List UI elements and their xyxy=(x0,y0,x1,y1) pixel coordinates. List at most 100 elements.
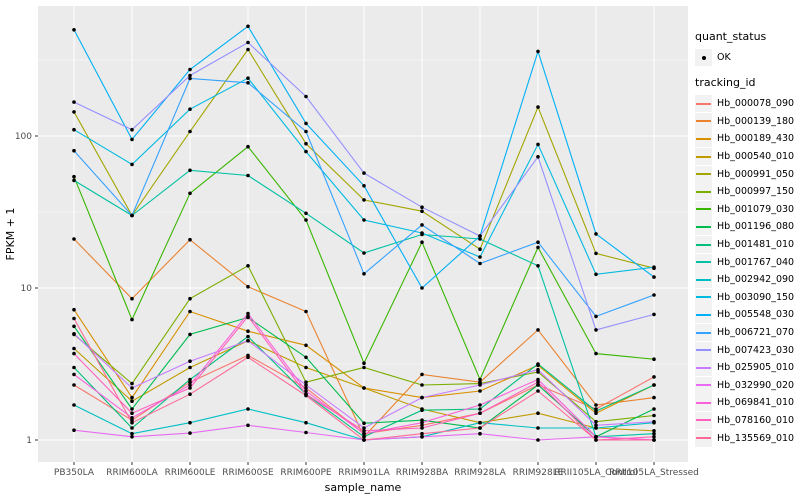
data-point xyxy=(478,255,482,259)
data-point xyxy=(652,407,656,411)
data-point xyxy=(362,429,366,433)
legend-line-swatch xyxy=(696,102,711,105)
data-point xyxy=(130,381,134,386)
data-point xyxy=(594,314,598,319)
x-tick-label-RRIM928BA: RRIM928BA xyxy=(396,468,449,478)
data-point xyxy=(188,386,192,390)
data-point xyxy=(246,40,250,45)
data-point xyxy=(536,383,540,387)
data-point xyxy=(72,372,76,377)
data-point xyxy=(536,49,540,54)
data-point xyxy=(652,395,656,400)
data-point xyxy=(478,377,482,382)
data-point xyxy=(72,174,76,179)
y-axis-title: FPKM + 1 xyxy=(4,208,17,261)
legend-item-label: Hb_001481_010 xyxy=(717,239,795,251)
data-point xyxy=(72,383,76,387)
data-point xyxy=(188,107,192,111)
data-point xyxy=(536,377,540,382)
legend-title-quant-status: quant_status xyxy=(695,30,767,43)
data-point xyxy=(188,296,192,301)
data-point xyxy=(362,438,366,442)
data-point xyxy=(536,426,540,430)
data-point xyxy=(652,275,656,279)
data-point xyxy=(362,272,366,276)
data-point xyxy=(594,423,598,428)
data-point xyxy=(536,240,540,244)
legend-item-label: Hb_000139_180 xyxy=(717,115,795,127)
legend-color-key xyxy=(695,112,712,130)
legend-color-key xyxy=(695,95,712,113)
data-point xyxy=(304,386,308,390)
data-point xyxy=(362,361,366,366)
data-point xyxy=(246,314,250,319)
x-tick-label-RRIM901LA: RRIM901LA xyxy=(338,468,390,478)
data-point xyxy=(246,173,250,178)
data-point xyxy=(304,383,308,387)
legend-line-swatch xyxy=(696,173,711,176)
data-point xyxy=(362,426,366,430)
legend-item-label: Hb_000189_430 xyxy=(717,133,795,145)
data-point xyxy=(188,383,192,387)
data-point xyxy=(246,329,250,334)
data-point xyxy=(130,395,134,400)
data-point xyxy=(420,431,424,436)
legend-item-label: Hb_078160_010 xyxy=(717,414,795,426)
legend-item-Hb_003090_150: Hb_003090_150 xyxy=(695,288,794,307)
data-point xyxy=(362,251,366,255)
legend-color-key xyxy=(695,236,712,254)
data-point xyxy=(130,213,134,218)
data-point xyxy=(652,293,656,297)
data-point xyxy=(72,148,76,153)
data-point xyxy=(536,411,540,416)
data-point xyxy=(362,198,366,202)
data-point xyxy=(478,237,482,241)
legend-item-Hb_025905_010: Hb_025905_010 xyxy=(695,359,794,377)
data-point xyxy=(304,343,308,348)
legend-item-Hb_000189_430: Hb_000189_430 xyxy=(695,130,794,148)
data-point xyxy=(536,155,540,159)
legend-item-Hb_135569_010: Hb_135569_010 xyxy=(695,429,794,447)
legend-item-Hb_007423_030: Hb_007423_030 xyxy=(695,341,794,359)
data-point xyxy=(72,110,76,114)
data-point xyxy=(362,218,366,222)
data-point xyxy=(304,94,308,99)
data-point xyxy=(652,429,656,433)
data-point xyxy=(536,264,540,268)
data-point xyxy=(594,232,598,236)
x-tick-label-RRII105LA_Control: RRII105LA_Control xyxy=(554,468,637,478)
x-tick-label-RRIM600LE: RRIM600LE xyxy=(165,468,216,478)
data-point xyxy=(594,438,598,442)
legend-color-key xyxy=(695,271,712,289)
data-point xyxy=(130,420,134,425)
x-axis-title: sample_name xyxy=(325,481,402,494)
data-point xyxy=(652,419,656,424)
data-point xyxy=(130,317,134,322)
legend-line-swatch xyxy=(696,261,711,264)
data-point xyxy=(652,375,656,379)
data-point xyxy=(304,430,308,435)
data-point xyxy=(420,231,424,235)
data-point xyxy=(420,418,424,423)
data-point xyxy=(420,240,424,244)
data-point xyxy=(594,419,598,424)
legend-color-key xyxy=(695,218,712,236)
data-point xyxy=(362,365,366,370)
data-point xyxy=(72,28,76,32)
legend-item-label: OK xyxy=(717,52,731,64)
legend-title-tracking-id: tracking_id xyxy=(695,76,756,89)
legend-color-key xyxy=(695,341,712,359)
legend-line-swatch xyxy=(696,349,711,352)
data-point xyxy=(362,421,366,426)
data-point xyxy=(420,383,424,387)
data-point xyxy=(420,420,424,425)
data-point xyxy=(362,171,366,175)
data-point xyxy=(420,372,424,377)
data-point xyxy=(362,431,366,436)
y-tick-label: 1 xyxy=(26,436,32,446)
data-point xyxy=(188,237,192,242)
y-tick-label: 10 xyxy=(21,284,33,294)
legend-color-key xyxy=(695,324,712,342)
legend-item-label: Hb_005548_030 xyxy=(717,309,795,321)
